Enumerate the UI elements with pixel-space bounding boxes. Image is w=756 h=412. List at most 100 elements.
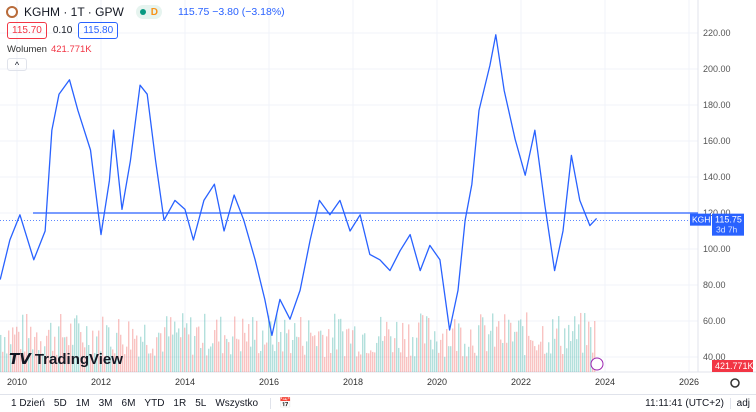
volume-bar (256, 320, 258, 372)
volume-bar (274, 351, 276, 372)
market-status-badge[interactable]: D (135, 5, 163, 19)
range-6m[interactable]: 6M (121, 398, 136, 409)
price-chart[interactable]: 40.00 60.00 80.00 100.00 120.00 140.00 160.00 1… (0, 0, 756, 394)
range-1m[interactable]: 1M (75, 398, 90, 409)
volume-bar (18, 331, 20, 372)
range-1-dzień[interactable]: 1 Dzień (11, 398, 45, 409)
y-tick-label: 80.00 (703, 280, 726, 290)
volume-bar (180, 337, 182, 372)
volume-bar (370, 350, 372, 372)
volume-bar (558, 316, 560, 372)
volume-bar (466, 356, 468, 372)
adj-button[interactable]: adj (729, 398, 750, 409)
tradingview-logo[interactable]: 𝙏𝙑 TradingView (9, 350, 123, 369)
volume-bar (310, 332, 312, 372)
volume-bar (492, 313, 494, 372)
volume-bar (560, 345, 562, 372)
collapse-legend-button[interactable]: ^ (7, 58, 27, 71)
clock[interactable]: 11:11:41 (UTC+2) (645, 398, 724, 409)
volume-bar (36, 332, 38, 372)
volume-bar (348, 328, 350, 372)
price-line (0, 34, 598, 337)
volume-bar (448, 346, 450, 372)
range-1r[interactable]: 1R (173, 398, 187, 409)
y-tick-label: 140.00 (703, 172, 731, 182)
volume-bar (396, 321, 398, 372)
volume-bar (386, 321, 388, 372)
volume-bar (284, 319, 286, 372)
volume-bar (424, 343, 426, 372)
volume-bar (66, 336, 68, 372)
volume-bar (48, 329, 50, 372)
volume-bar (432, 349, 434, 372)
volume-bar (100, 351, 102, 372)
range-5d[interactable]: 5D (53, 398, 67, 409)
volume-bar (550, 353, 552, 372)
volume-bar (514, 331, 516, 372)
volume-bar (154, 355, 156, 372)
volume-bar (400, 352, 402, 372)
volume-bar (320, 330, 322, 372)
volume-bar (314, 335, 316, 372)
volume-bar (112, 349, 114, 372)
volume-bar (334, 313, 336, 372)
volume-bar (548, 342, 550, 372)
volume-bar (80, 332, 82, 372)
volume-bar (528, 335, 530, 372)
volume-bar (62, 337, 64, 372)
volume-bar (486, 351, 488, 372)
volume-bar (54, 336, 56, 372)
volume-bar (88, 344, 90, 372)
volume-bar (346, 329, 348, 372)
volume-bar (162, 351, 164, 372)
volume-bar (108, 327, 110, 372)
volume-bar (308, 320, 310, 372)
range-3m[interactable]: 3M (98, 398, 113, 409)
last-price: 115.75 (178, 6, 210, 18)
buy-button[interactable]: 115.80 (78, 22, 119, 39)
volume-bar (510, 322, 512, 372)
volume-bar (552, 319, 554, 372)
volume-bar (388, 329, 390, 372)
volume-bar (200, 347, 202, 372)
symbol-title[interactable]: KGHM · 1T · GPW (24, 5, 124, 19)
range-5l[interactable]: 5L (195, 398, 207, 409)
volume-bar (24, 351, 26, 372)
volume-bar (570, 341, 572, 372)
volume-bar (216, 319, 218, 372)
volume-bar (538, 344, 540, 372)
volume-bar (210, 346, 212, 372)
range-ytd[interactable]: YTD (144, 398, 165, 409)
volume-bar (476, 355, 478, 372)
volume-bar (12, 327, 14, 372)
volume-bar (72, 344, 74, 372)
calendar-icon[interactable]: 📅 (270, 398, 292, 409)
volume-bar (10, 344, 12, 372)
volume-bar (506, 342, 508, 372)
volume-bar (406, 356, 408, 372)
volume-bar (272, 344, 274, 372)
volume-bar (136, 335, 138, 372)
volume-bar (278, 341, 280, 372)
volume-bar (496, 326, 498, 372)
volume-bar (172, 334, 174, 372)
volume-bar (232, 336, 234, 372)
volume-bar (322, 334, 324, 372)
volume-bar (206, 355, 208, 372)
volume-bar (350, 343, 352, 372)
volume-bar (590, 327, 592, 372)
volume-bar (238, 339, 240, 372)
volume-bar (214, 330, 216, 372)
volume-bar (318, 331, 320, 372)
volume-bar (422, 315, 424, 372)
volume-bar (148, 353, 150, 372)
bottom-toolbar: 1 Dzień 5D 1M 3M 6M YTD 1R 5L Wszystko 📅 11:11:4… (0, 394, 756, 412)
volume-bar (340, 318, 342, 372)
volume-bar (474, 352, 476, 372)
range-wszystko[interactable]: Wszystko (215, 398, 259, 409)
volume-bar (586, 345, 588, 372)
quote: 115.75 −3.80 (−3.18%) (178, 6, 285, 18)
volume-bar (246, 341, 248, 372)
volume-bar (554, 338, 556, 372)
sell-button[interactable]: 115.70 (7, 22, 47, 39)
